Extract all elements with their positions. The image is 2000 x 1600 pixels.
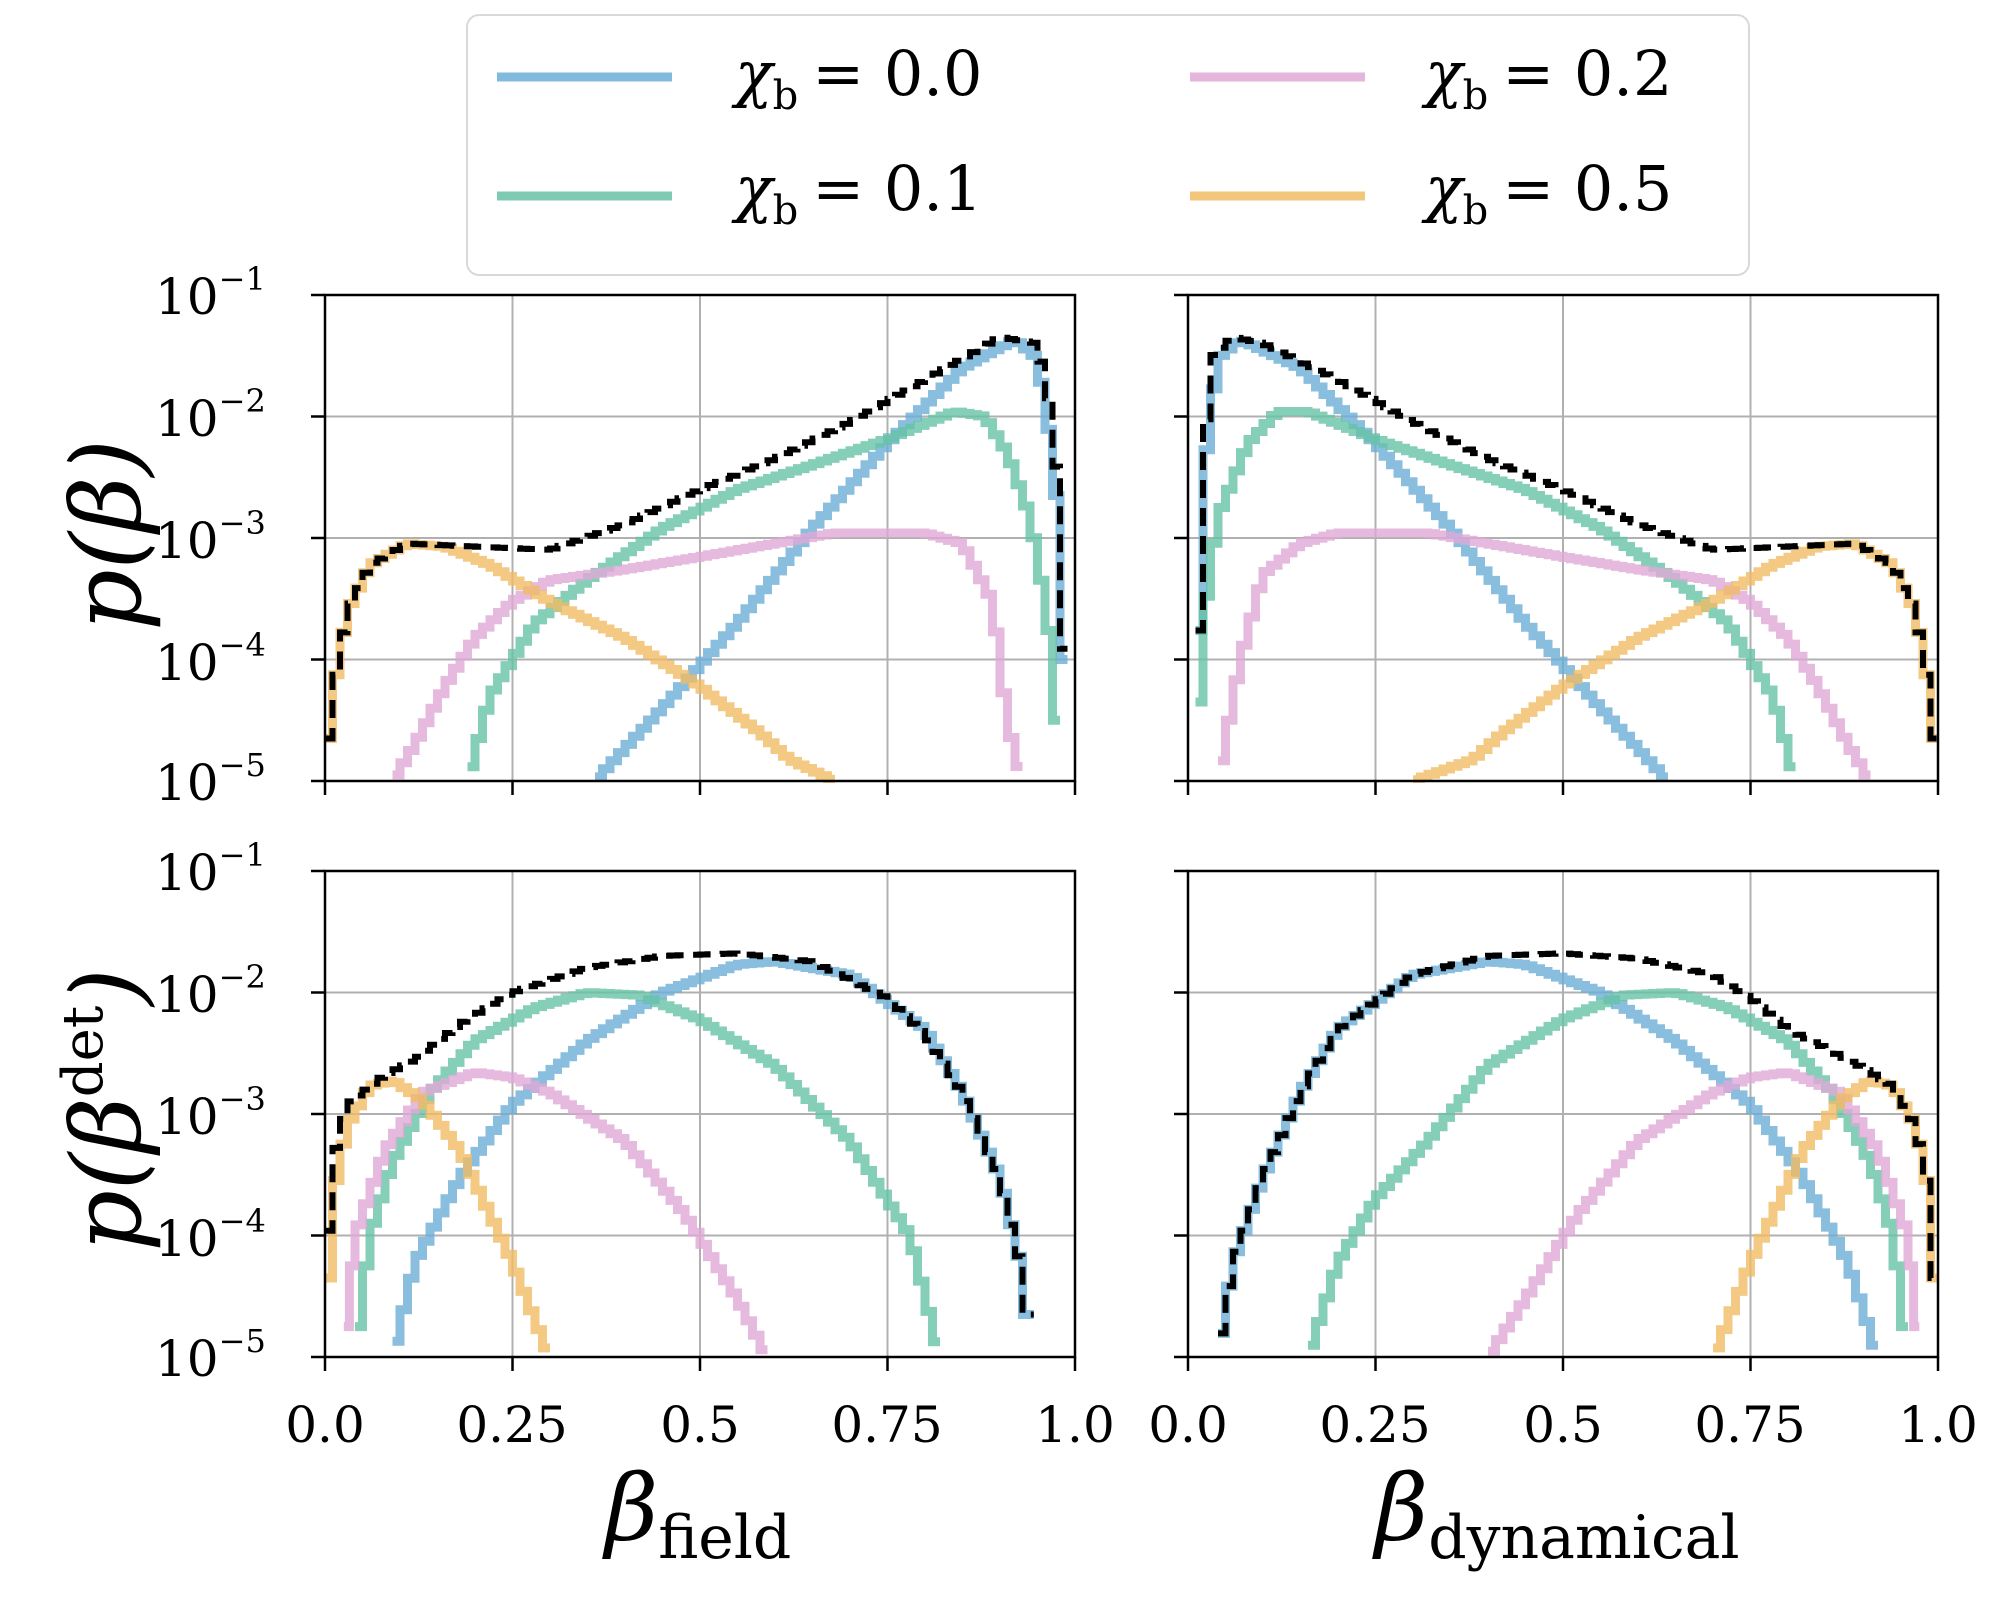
xtick-label: 0.5 bbox=[660, 1396, 740, 1454]
xtick-label: 0.5 bbox=[1523, 1396, 1603, 1454]
series-chi-0-1 bbox=[1195, 407, 1796, 772]
series-chi-0-2 bbox=[1218, 528, 1871, 780]
series-chi-0-0 bbox=[1218, 957, 1878, 1350]
series-chi-0-0 bbox=[1195, 336, 1668, 782]
xtick-label: 1.0 bbox=[1898, 1396, 1978, 1454]
y-axis-title-bottom: p(βdet) bbox=[51, 968, 163, 1251]
legend: χb = 0.0 χb = 0.1 χb = 0.2 χb = 0.5 bbox=[466, 14, 1750, 276]
series-chi-0-2 bbox=[343, 1068, 768, 1355]
series-total-dashed bbox=[325, 950, 1034, 1318]
xtick-label: 0.75 bbox=[1694, 1396, 1805, 1454]
legend-label-chi-0-5: χb = 0.5 bbox=[1421, 152, 1672, 234]
panel-bottom-left bbox=[311, 869, 1077, 1371]
series-chi-0-2 bbox=[392, 528, 1023, 780]
ytick-labels-bottom: 10−1 10−2 10−3 10−4 10−5 bbox=[155, 836, 266, 1388]
ytick-label: 10−1 bbox=[155, 836, 266, 902]
xtick-label: 0.0 bbox=[285, 1396, 365, 1454]
panel-top-right bbox=[1174, 293, 1940, 795]
ytick-label: 10−3 bbox=[155, 1080, 266, 1146]
series-chi-0-0 bbox=[392, 957, 1034, 1346]
series-chi-0-0 bbox=[595, 337, 1068, 782]
legend-label-chi-0-2: χb = 0.2 bbox=[1421, 37, 1672, 119]
ytick-label: 10−3 bbox=[155, 504, 266, 570]
series-total-dashed bbox=[1195, 334, 1938, 742]
ytick-label: 10−2 bbox=[155, 958, 266, 1024]
x-axis-title-field: βfield bbox=[602, 1455, 791, 1573]
ytick-labels-top: 10−1 10−2 10−3 10−4 10−5 bbox=[155, 260, 266, 812]
xtick-labels-left: 0.0 0.25 0.5 0.75 1.0 bbox=[285, 1396, 1115, 1454]
series-group bbox=[325, 334, 1068, 783]
series-total-dashed bbox=[1218, 950, 1938, 1337]
panel-top-left bbox=[311, 293, 1077, 795]
ytick-label: 10−2 bbox=[155, 382, 266, 448]
legend-box bbox=[466, 14, 1750, 276]
series-group bbox=[1218, 950, 1938, 1356]
series-chi-0-2 bbox=[1488, 1068, 1920, 1356]
xtick-label: 0.75 bbox=[831, 1396, 942, 1454]
series-group bbox=[325, 950, 1034, 1355]
legend-label-chi-0-1: χb = 0.1 bbox=[731, 152, 982, 234]
legend-label-chi-0-0: χb = 0.0 bbox=[731, 37, 982, 119]
xtick-label: 0.25 bbox=[456, 1396, 567, 1454]
panel-bottom-right bbox=[1174, 869, 1940, 1371]
ytick-label: 10−1 bbox=[155, 260, 266, 326]
ytick-label: 10−5 bbox=[155, 746, 266, 812]
series-group bbox=[1195, 334, 1938, 783]
xtick-labels-right: 0.0 0.25 0.5 0.75 1.0 bbox=[1148, 1396, 1978, 1454]
series-total-dashed bbox=[325, 334, 1068, 742]
series-chi-0-5 bbox=[1713, 1076, 1938, 1353]
series-chi-0-1 bbox=[1308, 988, 1908, 1350]
x-axis-title-dynamical: βdynamical bbox=[1372, 1455, 1740, 1573]
y-axis-title-top: p(β) bbox=[51, 439, 163, 631]
ytick-label: 10−4 bbox=[155, 1202, 266, 1268]
xtick-label: 1.0 bbox=[1035, 1396, 1115, 1454]
xtick-label: 0.0 bbox=[1148, 1396, 1228, 1454]
ytick-label: 10−4 bbox=[155, 626, 266, 692]
series-chi-0-1 bbox=[355, 988, 940, 1347]
xtick-label: 0.25 bbox=[1319, 1396, 1430, 1454]
ytick-label: 10−5 bbox=[155, 1322, 266, 1388]
series-chi-0-1 bbox=[467, 407, 1060, 772]
